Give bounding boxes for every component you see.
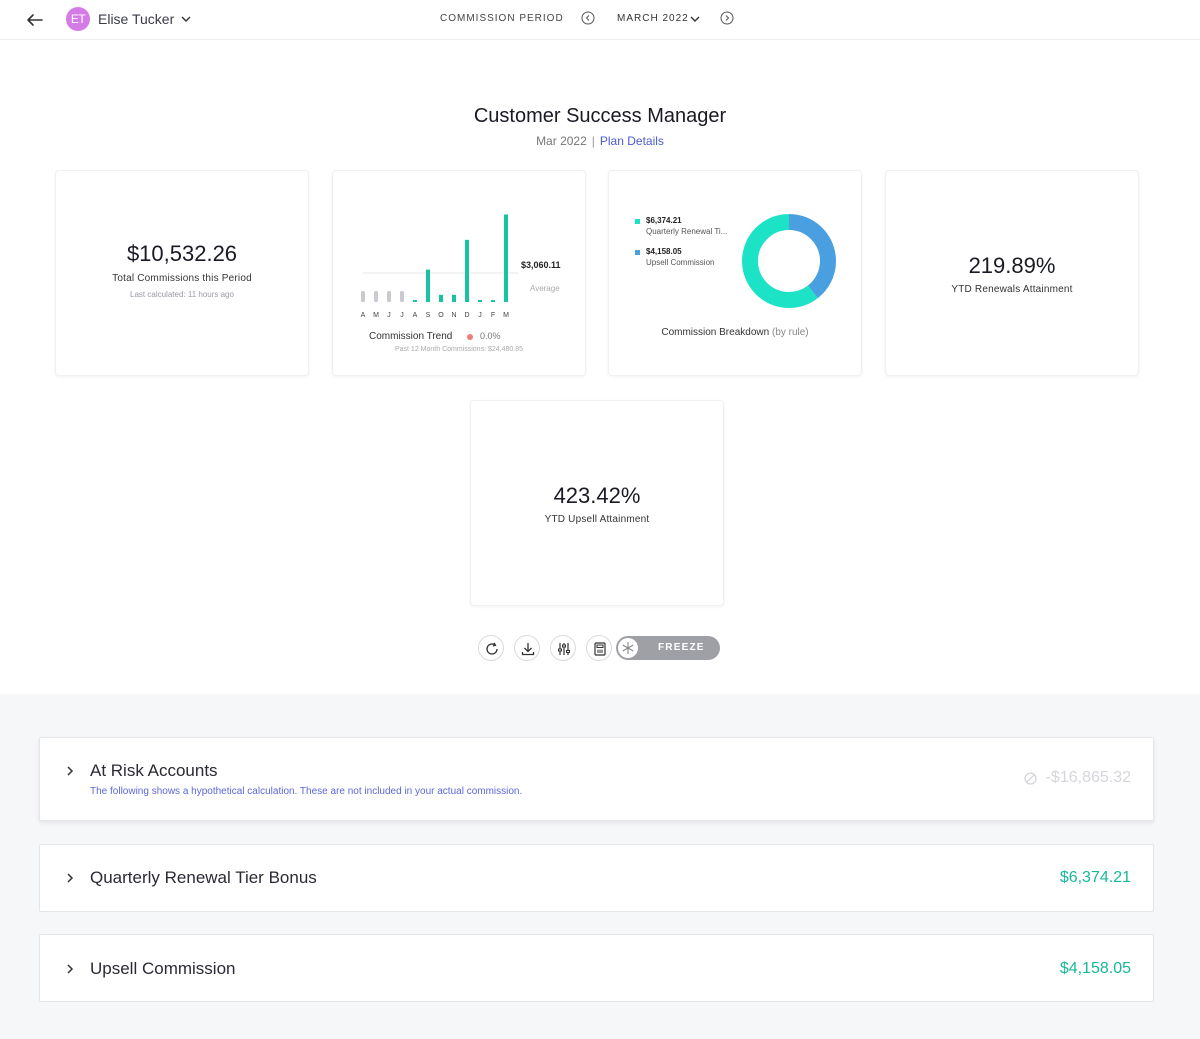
trend-month-label: J [478,312,482,319]
trend-bar[interactable] [504,214,508,302]
total-commissions-value: $10,532.26 [126,241,238,266]
accordion-title: Quarterly Renewal Tier Bonus [90,868,317,887]
refresh-button[interactable] [478,635,504,661]
trend-month-label: N [451,312,456,319]
top-bar: ET Elise Tucker COMMISSION PERIOD MARCH … [0,0,1200,40]
hypothetical-icon [1024,772,1037,785]
period-select[interactable]: MARCH 2022 [617,13,689,24]
chevron-right-icon [67,964,74,974]
breakdown-label-suffix: (by rule) [771,327,809,338]
adjust-button[interactable] [550,635,576,661]
trend-month-label: F [491,312,495,319]
trend-bar[interactable] [374,291,378,302]
accordion-quarterly-renewal-tier-bonus[interactable]: Quarterly Renewal Tier Bonus $6,374.21 [39,844,1154,912]
total-commissions-card: $10,532.26 Total Commissions this Period… [55,170,309,376]
download-icon [521,643,535,656]
trend-label: Commission Trend [369,331,453,342]
chevron-down-icon[interactable] [179,12,193,26]
ytd-upsell-card: 423.42% YTD Upsell Attainment [470,400,724,606]
sliders-icon [558,643,570,655]
chevron-right-icon [67,766,74,776]
legend-name: Upsell Commission [646,258,715,267]
accordion-at-risk-accounts[interactable]: At Risk Accounts The following shows a h… [39,737,1154,821]
rules-section: At Risk Accounts The following shows a h… [0,694,1200,1039]
trend-bar[interactable] [413,300,417,302]
statement-button[interactable] [586,635,612,661]
separator: | [591,134,595,148]
commission-breakdown-donut [742,214,836,308]
chevron-down-icon[interactable] [688,12,702,26]
donut-slice[interactable] [742,214,836,308]
trend-month-label: M [503,312,509,319]
trend-month-label: O [438,312,444,319]
trend-average-label: Average [530,284,560,293]
trend-bar[interactable] [465,239,469,302]
total-commissions-label: Total Commissions this Period [112,273,252,284]
trend-month-label: S [426,312,431,319]
legend-name: Quarterly Renewal Ti... [646,227,728,236]
legend-swatch [635,250,640,255]
chevron-left-circle-icon[interactable] [581,11,595,25]
trend-month-label: M [373,312,379,319]
ytd-upsell-value: 423.42% [553,483,641,508]
accordion-amount: -$16,865.32 [1045,769,1131,786]
ytd-renewals-label: YTD Renewals Attainment [951,284,1073,295]
freeze-toggle-knob [618,638,638,658]
legend-value: $4,158.05 [646,247,682,256]
legend-value: $6,374.21 [646,216,682,225]
refresh-icon [486,642,498,655]
commission-breakdown-card[interactable]: $6,374.21 Quarterly Renewal Ti... $4,158… [608,170,862,376]
trend-month-label: J [387,312,391,319]
commission-period-label: COMMISSION PERIOD [440,13,564,24]
ytd-renewals-card: 219.89% YTD Renewals Attainment [885,170,1139,376]
trend-bar[interactable] [478,300,482,302]
plan-period: Mar 2022 [536,134,587,148]
trend-status-dot [467,334,473,340]
breakdown-label-main: Commission Breakdown [661,327,770,338]
trend-bar[interactable] [361,291,365,302]
download-button[interactable] [514,635,540,661]
breakdown-label: Commission Breakdown (by rule) [609,327,861,338]
avatar[interactable]: ET [66,7,90,31]
accordion-upsell-commission[interactable]: Upsell Commission $4,158.05 [39,934,1154,1002]
trend-month-label: D [464,312,469,319]
trend-bar[interactable] [400,291,404,302]
freeze-label: FREEZE [658,642,705,653]
trend-past-12-months: Past 12 Month Commissions: $24,480.85 [394,346,523,353]
legend-swatch [635,219,640,224]
accordion-amount: $6,374.21 [1059,869,1131,886]
last-calculated-note: Last calculated: 11 hours ago [130,290,234,299]
accordion-amount: $4,158.05 [1059,960,1131,977]
trend-bar[interactable] [426,269,430,302]
plan-subtitle: Mar 2022 | Plan Details [0,134,1200,148]
accordion-title: At Risk Accounts [90,761,218,780]
chevron-right-circle-icon[interactable] [720,11,734,25]
trend-bar[interactable] [452,294,456,302]
calculator-icon [594,642,606,656]
accordion-title: Upsell Commission [90,959,236,978]
hypothetical-note: The following shows a hypothetical calcu… [90,786,523,797]
trend-change: 0.0% [480,331,501,341]
trend-month-label: J [400,312,404,319]
plan-details-link[interactable]: Plan Details [599,134,664,148]
ytd-renewals-value: 219.89% [968,253,1056,278]
trend-bar[interactable] [491,300,495,302]
chevron-right-icon [67,873,74,883]
ytd-upsell-label: YTD Upsell Attainment [544,514,650,525]
trend-month-label: A [361,312,366,319]
trend-bar[interactable] [387,291,391,302]
trend-average-value: $3,060.11 [521,260,561,270]
back-arrow-icon[interactable] [24,9,46,31]
freeze-toggle[interactable]: FREEZE [616,636,720,660]
snowflake-icon [622,642,634,654]
trend-bar[interactable] [439,294,443,302]
plan-title: Customer Success Manager [473,105,727,127]
user-name[interactable]: Elise Tucker [98,11,175,27]
trend-month-label: A [413,312,418,319]
